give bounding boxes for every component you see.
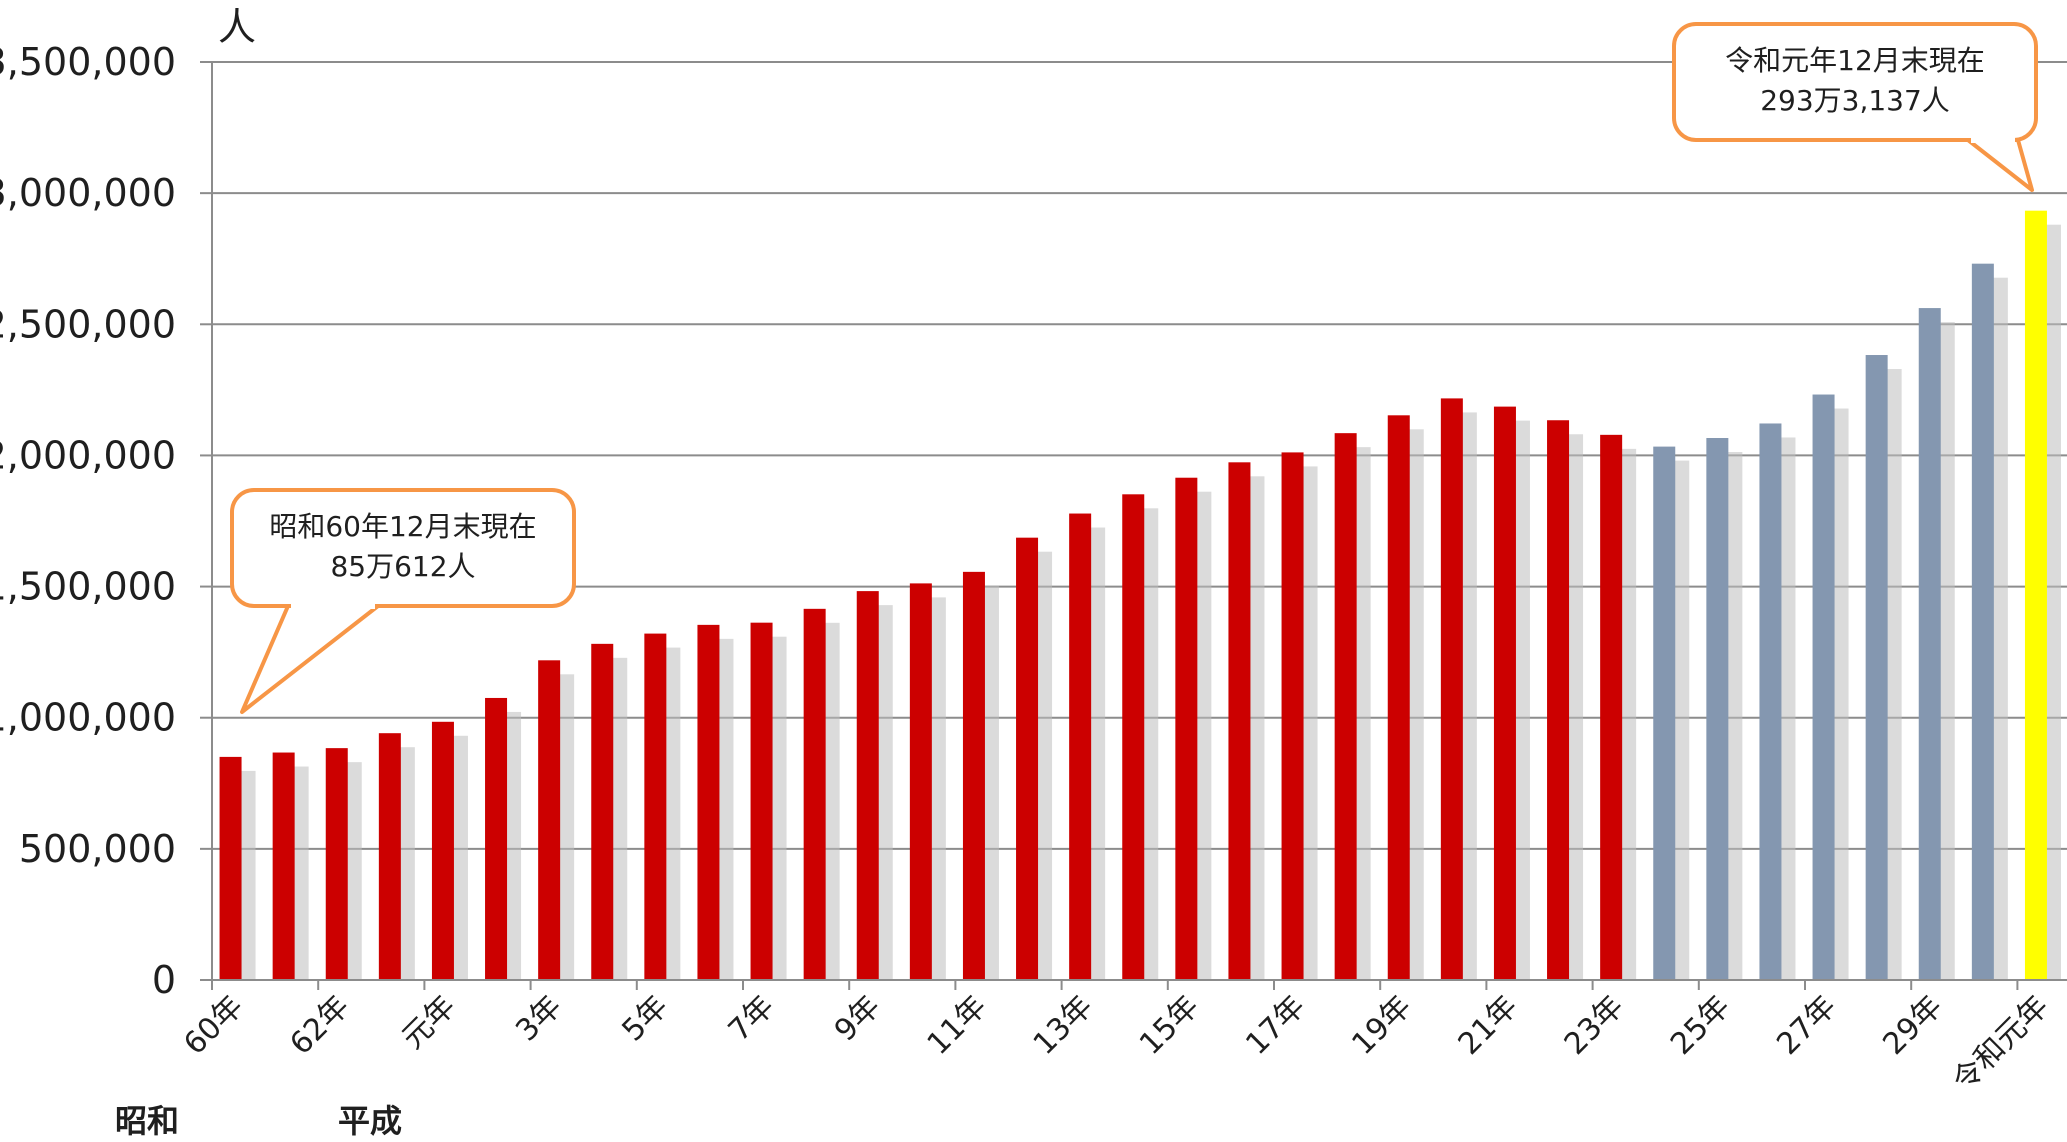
bar [1175,477,1198,980]
x-tick-label: 21年 [1452,989,1525,1062]
bar [1812,394,1835,981]
x-tick-label: 15年 [1133,989,1206,1062]
bar [1759,423,1782,981]
callout-pointer [240,604,380,714]
callout-box [230,488,576,608]
bar [1228,462,1251,981]
callout-text-line: 昭和60年12月末現在 [269,510,536,543]
y-tick-label: 2,000,000 [0,433,176,477]
y-tick-label: 1,000,000 [0,696,176,740]
x-tick-label: 23年 [1558,989,1631,1062]
bar [1547,420,1570,980]
y-tick-label: 0 [152,958,176,1002]
x-tick-label: 13年 [1027,989,1100,1062]
bar [1387,415,1410,981]
bar [1706,438,1729,981]
bar [1600,434,1623,980]
era-label: 平成 [338,1102,402,1140]
bar [1918,308,1941,981]
y-tick-label: 3,000,000 [0,171,176,215]
bar [644,633,667,980]
x-tick-label: 令和元年 [1946,989,2056,1099]
bar [697,624,720,980]
bar [962,571,985,980]
bar [219,756,242,980]
bar [431,721,454,980]
bar [485,697,508,980]
bar [1016,537,1039,980]
callouts: 昭和60年12月末現在 85万612人 令和元年12月末現在 293万3,137人 [230,22,2038,714]
bar [1281,452,1304,981]
bar [2024,210,2047,981]
bar [378,733,401,980]
y-axis-unit-label: 人 [218,5,256,49]
callout-text-line: 85万612人 [330,550,475,583]
y-tick-label: 500,000 [19,827,176,871]
bar [538,660,561,980]
callout-2: 令和元年12月末現在 293万3,137人 [1672,22,2038,192]
era-labels: 昭和 平成 [115,1102,402,1140]
x-tick-label: 19年 [1345,989,1418,1062]
axes [211,62,2067,990]
callout-text-line: 令和元年12月末現在 [1725,44,1985,77]
x-tick-label: 7年 [722,989,781,1048]
y-tick-label: 1,500,000 [0,565,176,609]
callout-pointer [1966,138,2034,192]
bar [856,591,879,980]
x-tick-label: 元年 [395,989,462,1056]
x-tick-label: 25年 [1664,989,1737,1062]
bar [909,583,932,980]
x-tick-label: 3年 [509,989,568,1048]
bar [325,748,348,980]
x-tick-label: 17年 [1239,989,1312,1062]
bar [803,608,826,980]
bar [1865,355,1888,980]
y-tick-label: 2,500,000 [0,302,176,346]
bar [750,622,773,980]
bar [272,752,295,980]
x-tick-label: 27年 [1770,989,1843,1062]
x-tick-label: 11年 [921,989,994,1062]
x-axis-tick-labels: 60年 62年 元年 3年 5年 7年 9年 11年 13年 15年 17年 19年 21年 23年 25年… [177,989,2055,1099]
y-axis-tick-labels: 0 500,000 1,000,000 1,500,000 2,000,000 2,500… [0,40,176,1002]
bar [1971,263,1994,980]
era-label: 昭和 [115,1102,179,1140]
x-tick-label: 9年 [828,989,887,1048]
bars [219,210,2061,981]
bar [1334,433,1357,980]
bar [1122,494,1145,980]
y-tick-label: 3,500,000 [0,40,176,84]
x-tick-label: 60年 [177,989,250,1062]
callout-text-line: 293万3,137人 [1760,84,1950,117]
bar [1440,398,1463,980]
callout-1: 昭和60年12月末現在 85万612人 [230,488,576,714]
bar [1493,406,1516,980]
x-tick-label: 29年 [1876,989,1949,1062]
bar [591,643,614,980]
callout-box [1672,22,2038,142]
x-tick-label: 5年 [616,989,675,1048]
bar [1069,513,1092,980]
x-tick-label: 62年 [283,989,356,1062]
bar [1653,446,1676,980]
